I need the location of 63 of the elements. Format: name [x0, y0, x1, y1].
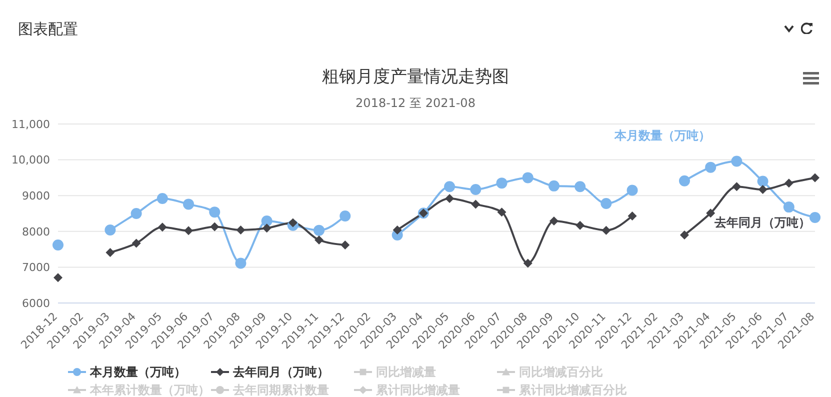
point — [497, 208, 506, 217]
point — [288, 218, 298, 228]
point — [210, 222, 220, 232]
point — [184, 226, 194, 236]
point — [549, 216, 558, 226]
point — [158, 222, 167, 232]
point — [236, 225, 246, 234]
point — [314, 235, 324, 244]
point — [132, 238, 141, 248]
y-tick-label: 10,000 — [12, 154, 50, 167]
point — [810, 173, 820, 182]
annotation: 本月数量（万吨） — [614, 128, 711, 142]
y-tick-label: 8000 — [22, 225, 50, 238]
point — [810, 212, 820, 223]
point — [314, 224, 325, 236]
point — [732, 182, 742, 192]
legend-label: 本月数量（万吨） — [90, 364, 186, 380]
point — [261, 216, 272, 227]
point — [574, 181, 586, 192]
point — [705, 162, 716, 173]
point — [496, 178, 508, 189]
chart-subtitle: 2018-12 至 2021-08 — [354, 95, 476, 112]
point — [54, 273, 62, 282]
point — [209, 206, 220, 218]
point — [576, 220, 585, 230]
y-tick-label: 11,000 — [12, 118, 50, 131]
point — [235, 258, 246, 269]
point — [628, 212, 637, 221]
point — [758, 185, 768, 194]
point — [680, 230, 689, 240]
point — [52, 240, 64, 251]
point — [445, 194, 454, 203]
point — [183, 198, 194, 210]
point — [104, 224, 116, 236]
point — [731, 156, 742, 167]
text: 图表配置 — [18, 20, 78, 39]
chart-title: 粗钢月度产量情况走势图 — [321, 66, 510, 88]
point — [757, 176, 768, 187]
y-tick-label: 6000 — [22, 296, 50, 310]
y-tick-label: 7000 — [22, 261, 50, 274]
point — [548, 180, 560, 192]
point — [262, 224, 272, 233]
point — [523, 258, 532, 268]
point — [130, 208, 142, 219]
point — [602, 226, 611, 235]
point — [522, 172, 534, 184]
point — [626, 184, 638, 196]
point — [784, 178, 794, 188]
point — [444, 181, 456, 192]
point — [600, 198, 612, 209]
point — [706, 208, 716, 218]
point — [783, 202, 794, 213]
annotation: 去年同月（万吨） — [714, 216, 811, 230]
y-tick-label: 9000 — [22, 190, 50, 203]
point — [340, 210, 351, 222]
point — [471, 200, 480, 209]
legend-label: 去年同月（万吨） — [233, 364, 329, 380]
point — [156, 192, 168, 204]
point — [392, 225, 402, 234]
point — [340, 240, 350, 250]
point — [106, 248, 115, 258]
point — [470, 184, 482, 196]
point — [678, 175, 690, 186]
